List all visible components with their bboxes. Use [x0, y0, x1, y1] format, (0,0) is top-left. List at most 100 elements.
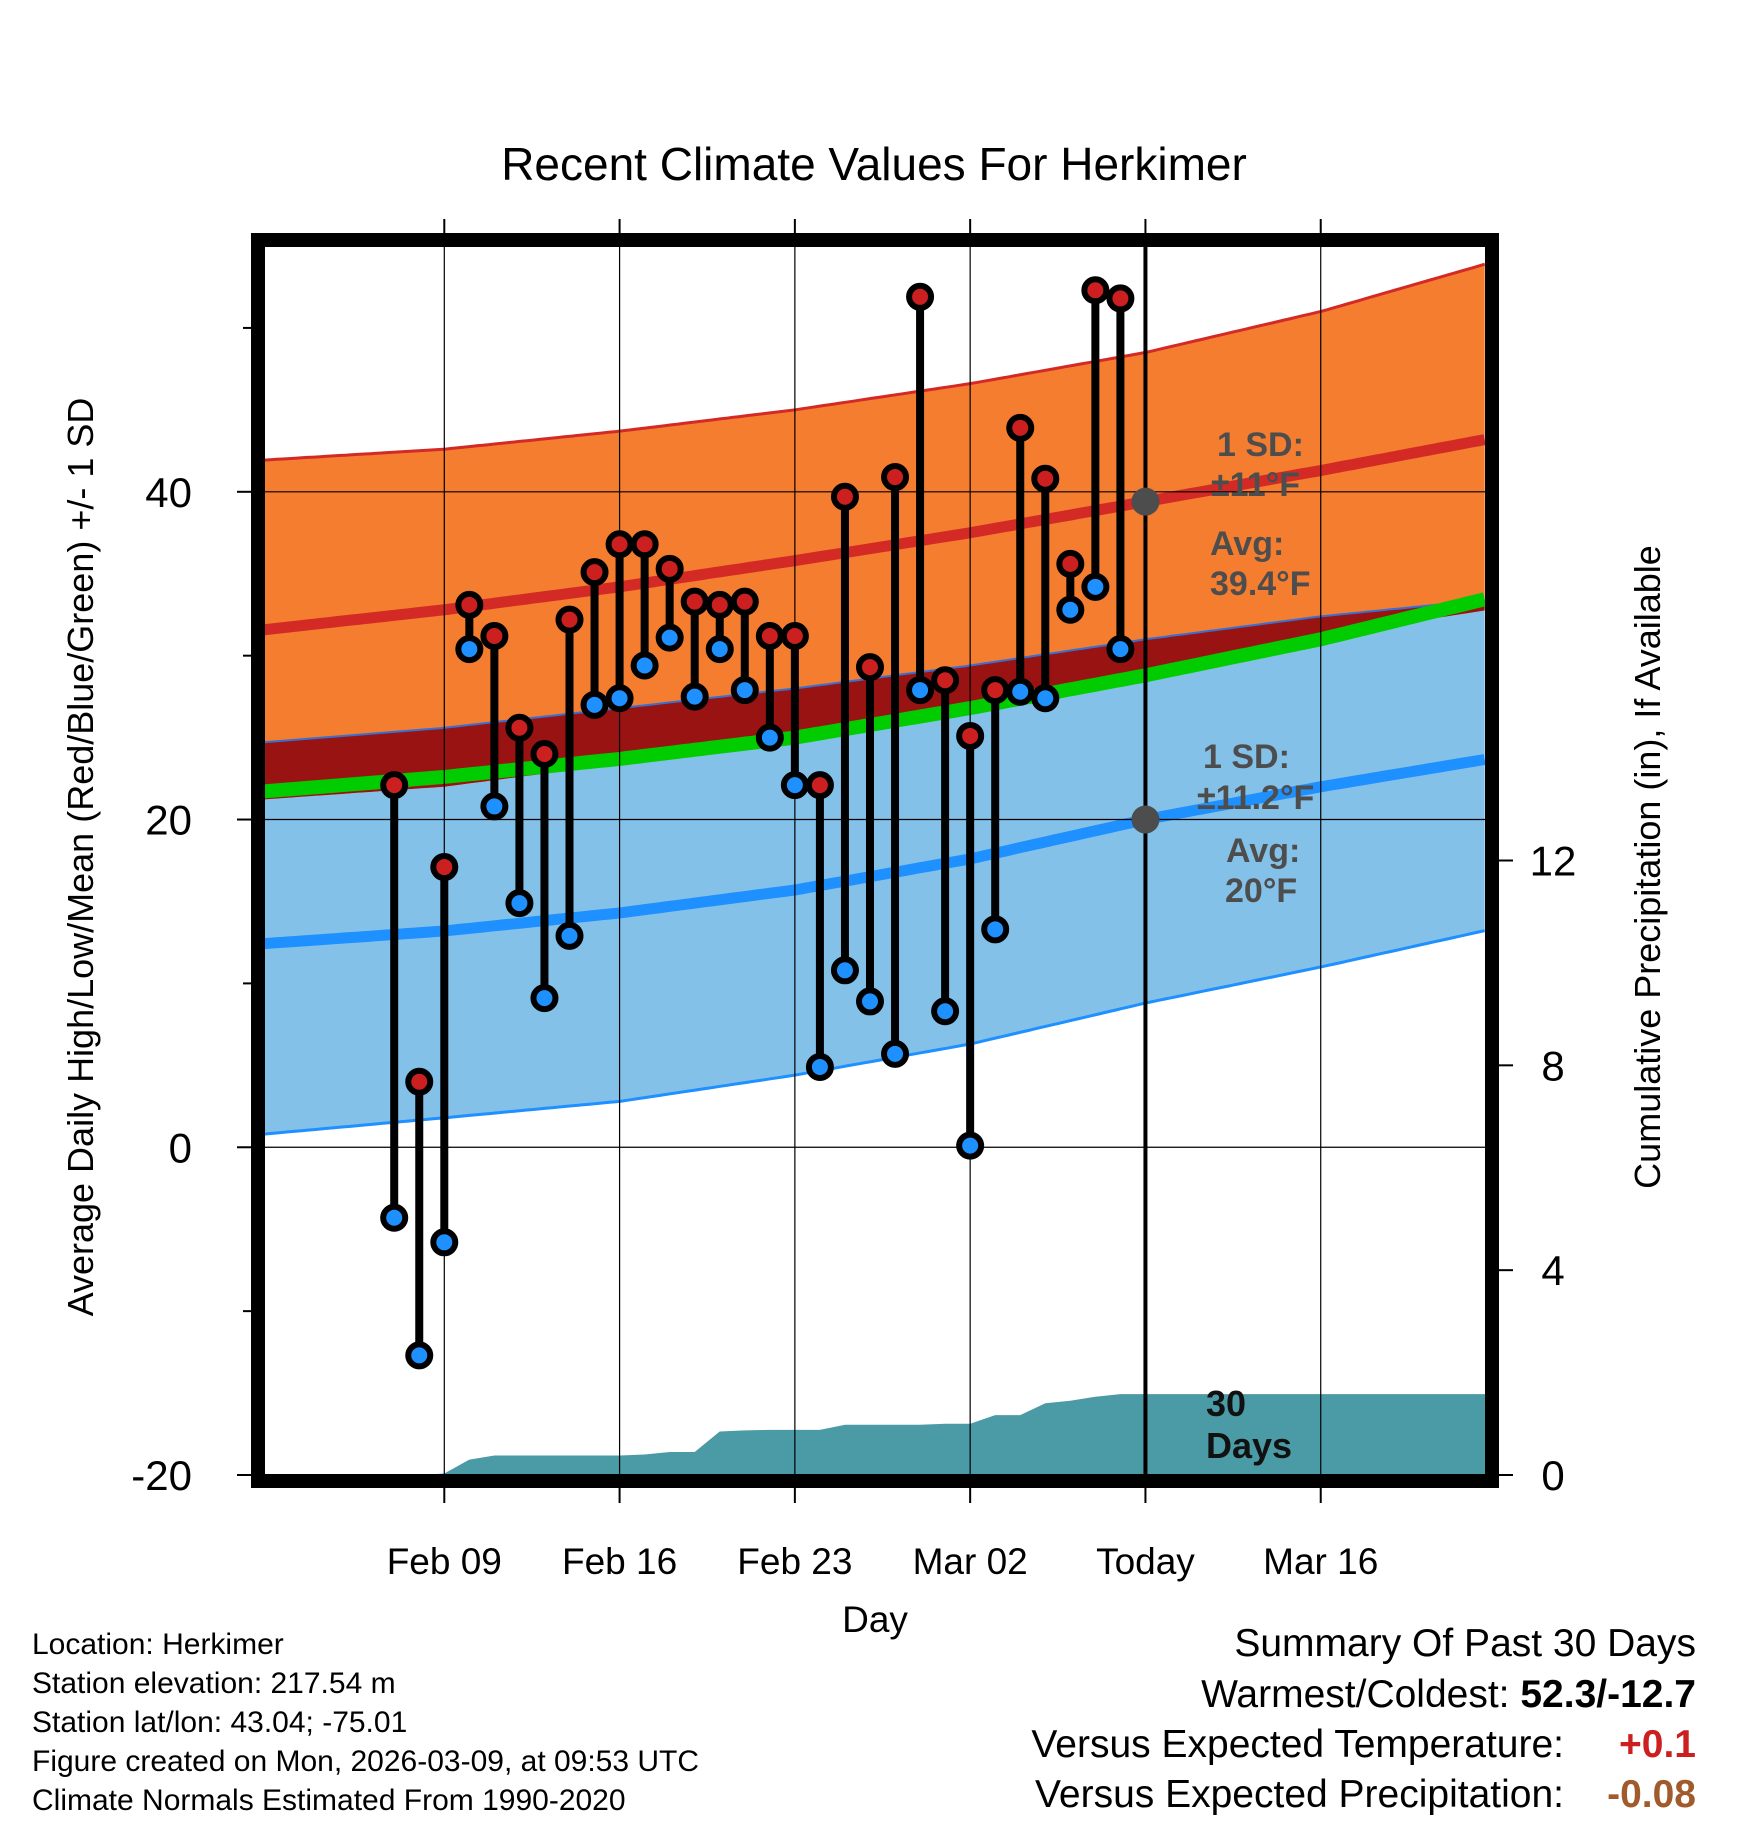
summary-precip-label: Versus Expected Precipitation: [1035, 1773, 1564, 1816]
daily-high-point [605, 530, 634, 559]
y2-tick-label: 0 [1541, 1452, 1564, 1499]
axes: Feb 09 Feb 16 Feb 23 Mar 02 Today Mar 16 -20 0 2… [131, 219, 1576, 1582]
daily-low-point [981, 915, 1010, 944]
daily-high-point [906, 282, 935, 311]
x-axis-label: Day [842, 1599, 908, 1640]
daily-high-point [455, 590, 484, 619]
y-tick-label: 0 [169, 1124, 192, 1171]
y2-tick-label: 4 [1541, 1247, 1564, 1294]
summary-temp: Versus Expected Temperature: +0.1 [1031, 1721, 1696, 1768]
daily-high-point [630, 530, 659, 559]
daily-high-point [1106, 284, 1135, 313]
low-sd-value-annotation: ±11.2°F [1197, 779, 1314, 817]
daily-high-point [505, 713, 534, 742]
daily-high-point [981, 676, 1010, 705]
info-location: Location: Herkimer [32, 1628, 284, 1661]
daily-high-point [931, 666, 960, 695]
y-tick-label: -20 [131, 1452, 192, 1499]
y2-tick-label: 12 [1530, 838, 1577, 885]
x-tick-label: Mar 02 [913, 1541, 1028, 1582]
daily-low-point [580, 690, 609, 719]
y-axis-label-left: Average Daily High/Low/Mean (Red/Blue/Gr… [60, 398, 101, 1317]
low-avg-value-annotation: 20°F [1225, 872, 1297, 910]
daily-low-point [956, 1131, 985, 1160]
daily-low-point [1006, 677, 1035, 706]
avg-mean-line [264, 592, 1486, 799]
daily-low-point [1056, 595, 1085, 624]
daily-high-point [655, 554, 684, 583]
summary-warmest-label: Warmest/Coldest: [1201, 1673, 1521, 1716]
y-tick-label: 40 [145, 469, 192, 516]
summary-block: Summary Of Past 30 Days Warmest/Coldest:… [1031, 1620, 1696, 1818]
daily-high-point [555, 605, 584, 634]
info-elevation: Station elevation: 217.54 m [32, 1667, 396, 1700]
daily-high-point [780, 622, 809, 651]
daily-high-point [480, 622, 509, 651]
daily-high-point [855, 653, 884, 682]
daily-low-point [1081, 572, 1110, 601]
daily-low-point [906, 676, 935, 705]
daily-high-point [755, 622, 784, 651]
x-tick-label: Today [1096, 1541, 1195, 1582]
summary-precip: Versus Expected Precipitation: -0.08 [1031, 1771, 1696, 1818]
high-avg-annotation: Avg: [1210, 525, 1284, 563]
daily-low-point [430, 1228, 459, 1257]
high-plus-sd-edge [264, 262, 1486, 462]
y2-tick-label: 8 [1541, 1042, 1564, 1089]
summary-warmest: Warmest/Coldest: 52.3/-12.7 [1031, 1671, 1696, 1718]
today-high-avg-marker [1131, 487, 1160, 516]
daily-low-point [455, 635, 484, 664]
daily-low-point [605, 684, 634, 713]
high-sd-annotation: 1 SD: [1217, 426, 1304, 464]
daily-low-point [855, 987, 884, 1016]
daily-high-point [430, 853, 459, 882]
daily-low-point [655, 623, 684, 652]
daily-high-point [1006, 413, 1035, 442]
daily-low-point [755, 723, 784, 752]
daily-high-point [1031, 464, 1060, 493]
daily-low-point [530, 984, 559, 1013]
daily-high-point [730, 587, 759, 616]
daily-low-point [931, 997, 960, 1026]
daily-high-point [1081, 276, 1110, 305]
daily-high-point [405, 1067, 434, 1096]
info-block: Location: Herkimer Station elevation: 21… [32, 1625, 699, 1820]
daily-high-point [580, 558, 609, 587]
summary-temp-value: +0.1 [1619, 1723, 1696, 1766]
daily-low-point [730, 676, 759, 705]
daily-low-point [1031, 684, 1060, 713]
daily-high-point [956, 721, 985, 750]
daily-high-point [881, 463, 910, 492]
daily-low-point [505, 889, 534, 918]
summary-title: Summary Of Past 30 Days [1234, 1622, 1696, 1665]
daily-low-point [830, 956, 859, 985]
y-axis-label-right: Cumulative Precipitation (in), If Availa… [1627, 545, 1668, 1189]
info-normals: Climate Normals Estimated From 1990-2020 [32, 1784, 626, 1817]
daily-low-point [680, 682, 709, 711]
daily-low-point [780, 771, 809, 800]
window-days-bottom-annotation: Days [1206, 1425, 1292, 1466]
daily-low-point [480, 792, 509, 821]
y-tick-label: 20 [145, 797, 192, 844]
avg-low-line [264, 754, 1486, 950]
x-tick-label: Mar 16 [1263, 1541, 1378, 1582]
info-created: Figure created on Mon, 2026-03-09, at 09… [32, 1745, 700, 1778]
daily-low-point [630, 651, 659, 680]
daily-low-point [805, 1052, 834, 1081]
daily-high-point [1056, 549, 1085, 578]
x-tick-label: Feb 09 [387, 1541, 502, 1582]
high-avg-value-annotation: 39.4°F [1210, 565, 1311, 603]
precip-area [419, 1394, 1486, 1475]
daily-low-point [380, 1203, 409, 1232]
today-low-avg-marker [1131, 805, 1160, 834]
window-days-top-annotation: 30 [1206, 1383, 1246, 1424]
daily-high-point [380, 771, 409, 800]
daily-low-point [881, 1039, 910, 1068]
daily-low-point [1106, 635, 1135, 664]
low-sd-annotation: 1 SD: [1203, 738, 1290, 776]
plot-frame [251, 233, 1499, 1488]
x-tick-label: Feb 16 [562, 1541, 677, 1582]
daily-high-point [805, 771, 834, 800]
